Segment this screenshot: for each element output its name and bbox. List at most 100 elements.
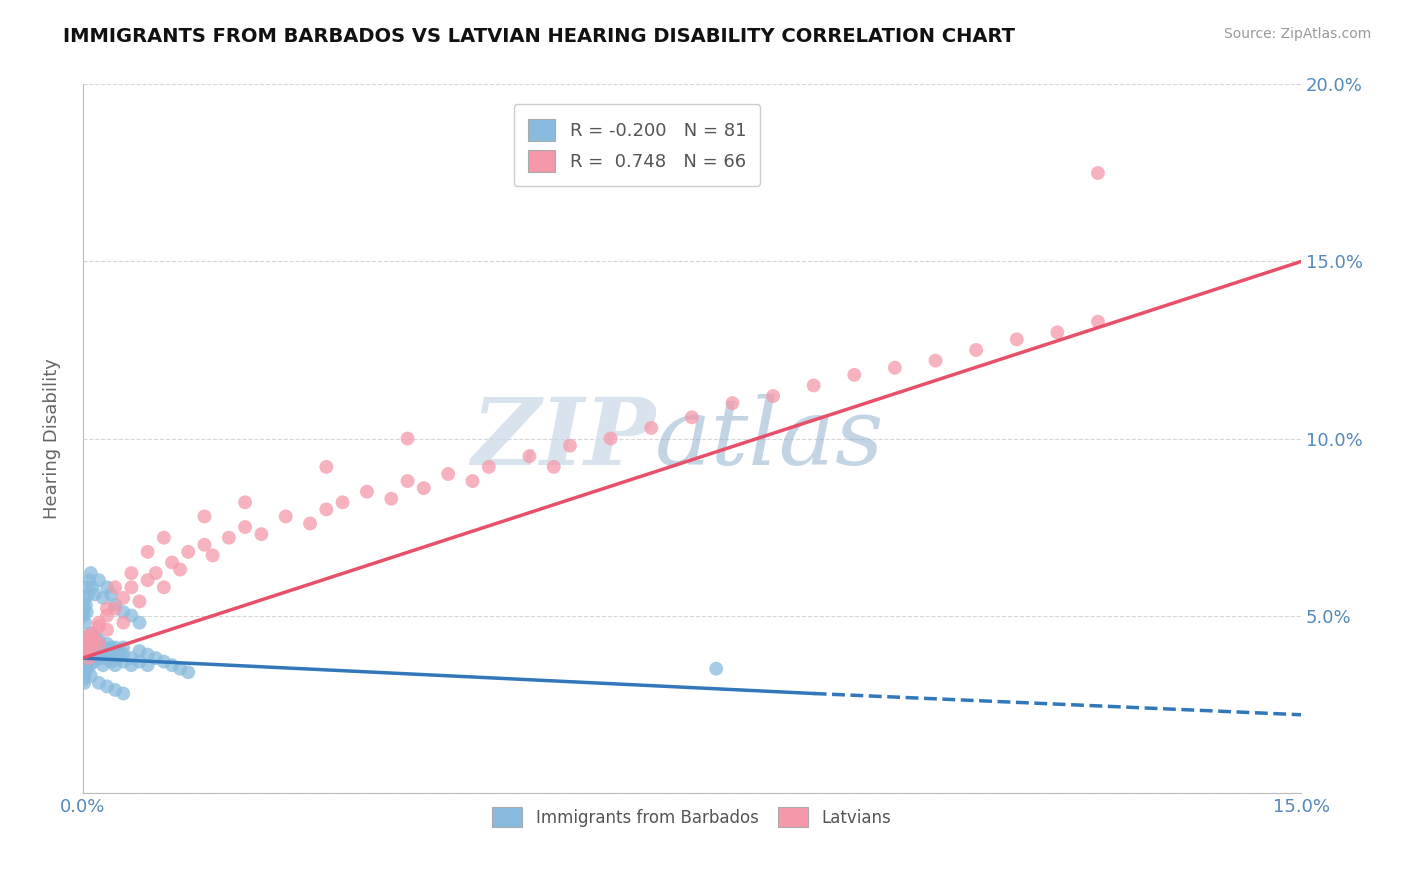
Point [380,491,402,506]
Point [77,651,100,665]
Point [112,655,135,669]
Point [519,449,541,463]
Point [128,644,150,658]
Point [96,623,118,637]
Legend: Immigrants from Barbados, Latvians: Immigrants from Barbados, Latvians [485,800,898,834]
Point [104,658,127,673]
Point [80,566,103,580]
Point [96,580,118,594]
Point [75,591,97,605]
Point [90,651,112,665]
Point [396,432,419,446]
Point [87,633,110,648]
Point [461,474,484,488]
Point [844,368,866,382]
Point [396,474,419,488]
Point [250,527,273,541]
Point [1087,315,1109,329]
Point [76,630,98,644]
Point [218,531,240,545]
Point [153,655,176,669]
Point [84,630,107,644]
Point [1005,332,1028,346]
Point [87,676,110,690]
Point [80,669,103,683]
Point [883,360,905,375]
Point [75,637,97,651]
Point [120,651,142,665]
Point [332,495,354,509]
Point [153,531,176,545]
Point [136,545,159,559]
Point [721,396,744,410]
Point [100,655,122,669]
Point [437,467,460,481]
Point [112,648,135,662]
Point [193,538,215,552]
Point [87,651,110,665]
Point [80,640,103,655]
Point [965,343,987,357]
Point [96,680,118,694]
Text: ZIP: ZIP [471,393,655,483]
Point [274,509,297,524]
Point [76,640,98,655]
Point [104,601,127,615]
Point [86,648,108,662]
Point [315,502,337,516]
Y-axis label: Hearing Disability: Hearing Disability [44,358,60,519]
Point [412,481,434,495]
Point [83,655,105,669]
Point [73,676,96,690]
Point [82,626,104,640]
Point [83,587,105,601]
Point [1087,166,1109,180]
Point [77,573,100,587]
Point [83,640,105,655]
Point [97,644,120,658]
Point [543,459,565,474]
Point [79,658,101,673]
Point [82,637,104,651]
Point [75,637,97,651]
Point [704,662,727,676]
Point [803,378,825,392]
Point [89,644,111,658]
Point [1046,326,1069,340]
Point [233,520,256,534]
Point [599,432,621,446]
Point [75,651,97,665]
Point [120,580,142,594]
Point [104,683,127,698]
Point [169,662,191,676]
Point [233,495,256,509]
Point [87,619,110,633]
Point [75,598,97,612]
Point [77,648,100,662]
Point [76,630,98,644]
Point [112,640,135,655]
Point [83,644,105,658]
Point [77,633,100,648]
Point [73,644,96,658]
Point [153,580,176,594]
Point [104,598,127,612]
Point [681,410,703,425]
Point [108,644,131,658]
Point [75,669,97,683]
Point [299,516,322,531]
Point [72,608,94,623]
Point [193,509,215,524]
Point [75,615,97,630]
Point [924,353,946,368]
Point [201,549,224,563]
Point [558,439,581,453]
Point [478,459,501,474]
Point [96,637,118,651]
Point [76,580,98,594]
Point [80,626,103,640]
Point [73,665,96,680]
Point [120,658,142,673]
Point [76,644,98,658]
Point [104,648,127,662]
